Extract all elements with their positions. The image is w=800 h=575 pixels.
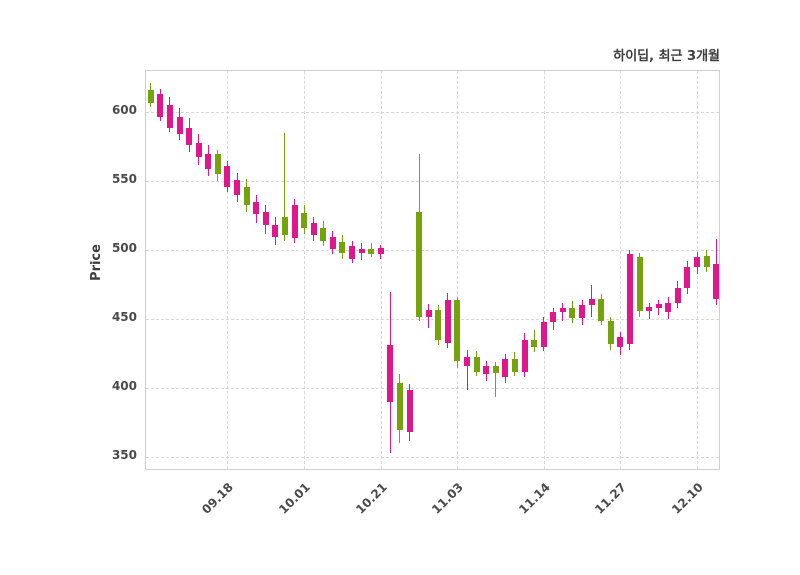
- y-tick-label: 450: [111, 310, 137, 325]
- candle-body: [291, 204, 298, 238]
- candle-wick: [466, 349, 468, 390]
- grid-line-horizontal: [146, 388, 719, 390]
- candle-body: [588, 298, 595, 306]
- candle-body: [425, 309, 432, 317]
- grid-line-vertical: [620, 71, 622, 469]
- candle-body: [387, 345, 394, 403]
- candle-body: [684, 266, 691, 288]
- candle-body: [157, 94, 164, 117]
- x-tick-label: 11.27: [592, 480, 630, 517]
- candle-body: [569, 308, 576, 318]
- candle-body: [550, 312, 557, 323]
- candle-body: [272, 225, 279, 237]
- candle-body: [607, 320, 614, 345]
- candle-body: [186, 127, 193, 146]
- grid-line-horizontal: [146, 250, 719, 252]
- candle-body: [358, 248, 365, 254]
- candle-body: [147, 90, 154, 103]
- candle-body: [454, 299, 461, 361]
- candle-body: [349, 246, 356, 259]
- candle-body: [665, 302, 672, 313]
- candle-body: [521, 339, 528, 372]
- x-tick-label: 09.18: [199, 480, 237, 517]
- grid-line-horizontal: [146, 457, 719, 459]
- grid-line-vertical: [543, 71, 545, 469]
- grid-line-vertical: [227, 71, 229, 469]
- candle-body: [176, 116, 183, 135]
- grid-line-vertical: [697, 71, 699, 469]
- candle-body: [339, 242, 346, 254]
- y-tick-label: 400: [111, 379, 137, 394]
- candle-body: [243, 186, 250, 205]
- candle-body: [416, 211, 423, 317]
- candle-body: [473, 356, 480, 372]
- candle-body: [655, 304, 662, 309]
- candle-body: [703, 255, 710, 267]
- candle-body: [406, 389, 413, 433]
- candle-body: [559, 308, 566, 313]
- candle-body: [646, 306, 653, 311]
- candle-body: [435, 309, 442, 340]
- candle-body: [598, 298, 605, 321]
- candle-body: [511, 359, 518, 372]
- y-tick-label: 350: [111, 448, 137, 463]
- candle-body: [329, 236, 336, 249]
- grid-line-vertical: [380, 71, 382, 469]
- candle-body: [310, 222, 317, 236]
- grid-line-horizontal: [146, 319, 719, 321]
- y-tick-label: 600: [111, 103, 137, 118]
- grid-line-horizontal: [146, 112, 719, 114]
- y-tick-label: 500: [111, 241, 137, 256]
- chart-title: 하이딥, 최근 3개월: [613, 49, 720, 64]
- candle-body: [253, 202, 260, 215]
- candle-body: [626, 254, 633, 345]
- candle-body: [281, 217, 288, 236]
- y-tick-label: 550: [111, 172, 137, 187]
- candle-body: [234, 179, 241, 196]
- candle-body: [301, 213, 308, 229]
- candle-body: [492, 366, 499, 374]
- candle-body: [444, 299, 451, 343]
- x-tick-label: 11.03: [429, 480, 467, 517]
- candle-body: [502, 359, 509, 378]
- grid-line-vertical: [457, 71, 459, 469]
- candle-body: [694, 257, 701, 267]
- candle-body: [377, 247, 384, 255]
- grid-line-vertical: [304, 71, 306, 469]
- candle-body: [320, 228, 327, 241]
- candle-body: [540, 322, 547, 347]
- candle-body: [483, 366, 490, 375]
- plot-area: [145, 70, 720, 470]
- candle-body: [636, 257, 643, 311]
- x-tick-label: 10.01: [276, 480, 314, 517]
- candle-wick: [495, 362, 497, 397]
- grid-line-horizontal: [146, 181, 719, 183]
- candle-body: [224, 166, 231, 187]
- candle-body: [396, 382, 403, 430]
- candle-body: [262, 211, 269, 226]
- candle-body: [464, 356, 471, 367]
- candle-body: [713, 264, 720, 299]
- candle-body: [214, 153, 221, 175]
- x-tick-label: 11.14: [515, 480, 553, 517]
- candle-body: [195, 142, 202, 157]
- candle-body: [368, 248, 375, 255]
- candle-body: [617, 337, 624, 347]
- candle-body: [531, 339, 538, 347]
- candle-wick: [648, 302, 650, 320]
- candle-wick: [284, 133, 286, 241]
- candle-body: [205, 153, 212, 169]
- candle-body: [166, 105, 173, 128]
- candle-body: [674, 287, 681, 303]
- x-tick-label: 12.10: [669, 480, 706, 517]
- candle-body: [579, 305, 586, 318]
- x-tick-label: 10.21: [352, 480, 390, 517]
